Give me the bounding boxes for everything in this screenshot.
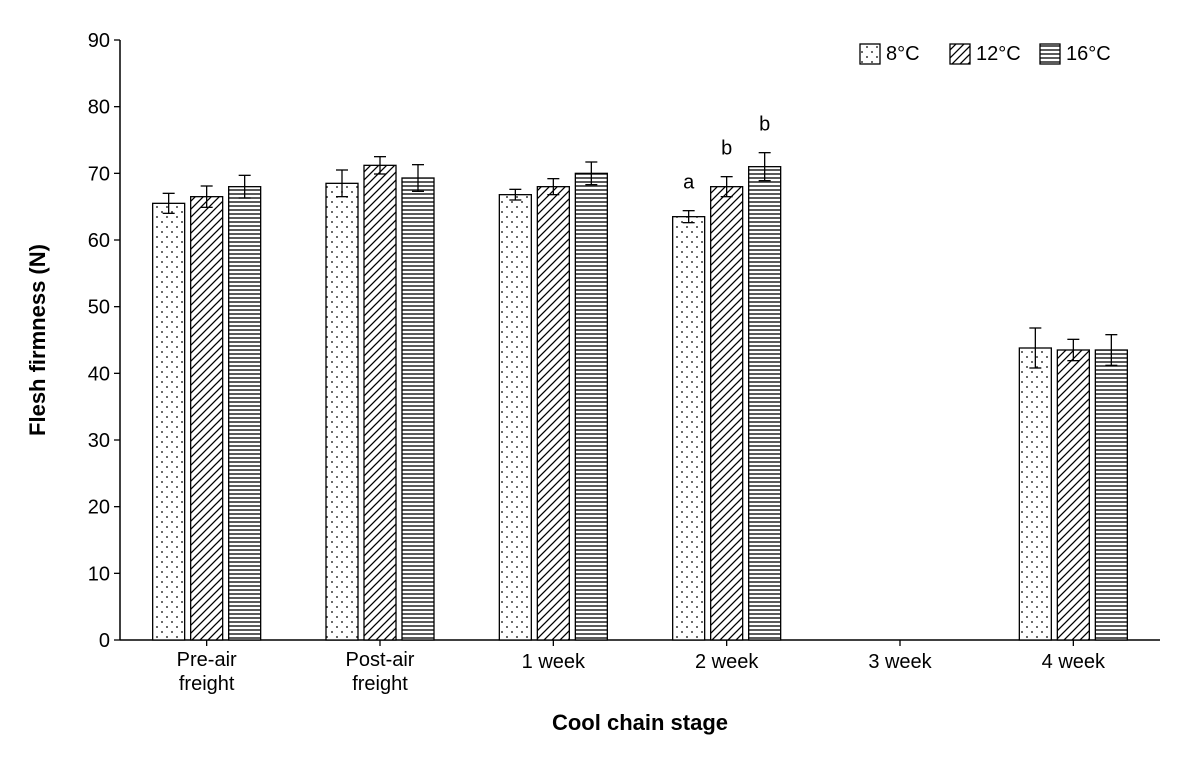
x-tick-label: freight: [179, 673, 235, 695]
y-tick-label: 60: [88, 230, 110, 252]
legend-swatch: [950, 44, 970, 64]
sig-letter: a: [683, 172, 695, 194]
y-tick-label: 90: [88, 30, 110, 52]
legend-label: 12°C: [976, 43, 1021, 65]
x-tick-label: freight: [352, 673, 408, 695]
x-tick-label: 4 week: [1042, 651, 1106, 673]
bar-s8: [326, 183, 358, 640]
y-tick-label: 40: [88, 363, 110, 385]
bar-s8: [673, 217, 705, 640]
y-tick-label: 20: [88, 497, 110, 519]
firmness-bar-chart: 0 10 20 30 40 50 60 70 80 90 Flesh firmness (N) Pre…: [0, 0, 1180, 769]
bar-s12: [191, 197, 223, 640]
y-tick-label: 30: [88, 430, 110, 452]
bar-s16: [402, 178, 434, 640]
bar-s8: [499, 195, 531, 640]
y-tick-label: 50: [88, 297, 110, 319]
y-axis-label: Flesh firmness (N): [25, 244, 50, 436]
x-axis-label: Cool chain stage: [552, 710, 728, 735]
y-tick-label: 0: [99, 630, 110, 652]
y-tick-label: 80: [88, 97, 110, 119]
bar-s8: [153, 203, 185, 640]
bar-s12: [1057, 350, 1089, 640]
x-tick-label: 3 week: [868, 651, 932, 673]
bar-s16: [749, 167, 781, 640]
chart-svg: 0 10 20 30 40 50 60 70 80 90 Flesh firmness (N) Pre…: [0, 0, 1180, 769]
y-tick-label: 70: [88, 163, 110, 185]
sig-letter: b: [721, 138, 732, 160]
x-tick-label: 2 week: [695, 651, 759, 673]
x-tick-label: Post-air: [346, 649, 415, 671]
legend-label: 8°C: [886, 43, 920, 65]
bar-s16: [229, 187, 261, 640]
bar-s12: [364, 165, 396, 640]
legend-swatch: [860, 44, 880, 64]
x-tick-label: 1 week: [522, 651, 586, 673]
x-tick-label: Pre-air: [177, 649, 237, 671]
bar-s16: [1095, 350, 1127, 640]
bar-s12: [711, 187, 743, 640]
bar-s16: [575, 173, 607, 640]
legend-label: 16°C: [1066, 43, 1111, 65]
bar-s8: [1019, 348, 1051, 640]
legend-swatch: [1040, 44, 1060, 64]
sig-letter: b: [759, 114, 770, 136]
y-tick-label: 10: [88, 563, 110, 585]
bar-s12: [537, 187, 569, 640]
